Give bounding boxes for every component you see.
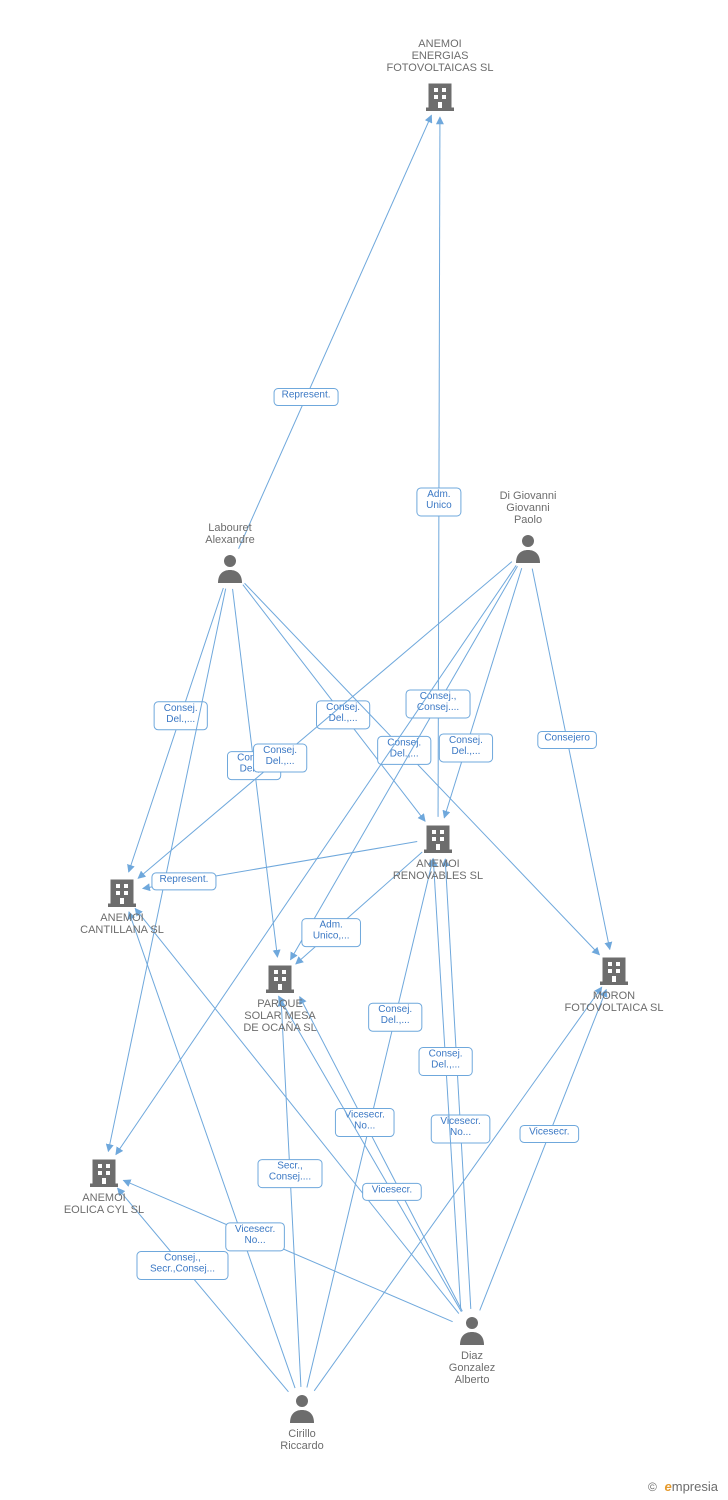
company-node: ANEMOIENERGIASFOTOVOLTAICAS SL	[387, 38, 494, 111]
person-node: CirilloRiccardo	[280, 1395, 323, 1452]
node-label: ANEMOI	[418, 38, 461, 50]
edge	[480, 990, 607, 1311]
network-graph: Represent.Adm.UnicoConsej.Del.,...Consej…	[0, 0, 728, 1500]
edge-label-text: No...	[245, 1235, 266, 1246]
node-label: EOLICA CYL SL	[64, 1204, 144, 1216]
edge-label-text: Secr.,Consej...	[150, 1264, 215, 1275]
person-icon	[290, 1395, 314, 1423]
node-label: MORON	[593, 990, 635, 1002]
edge-label-text: Consej....	[417, 702, 459, 713]
edge-label-text: Vicesecr.	[440, 1116, 480, 1127]
edge-label-text: Del.,...	[431, 1060, 460, 1071]
node-label: ENERGIAS	[412, 50, 469, 62]
edge-label-text: No...	[450, 1127, 471, 1138]
edge-label-text: Vicesecr.	[235, 1224, 275, 1235]
edge	[123, 1180, 452, 1321]
edge	[281, 999, 301, 1387]
edge	[433, 859, 460, 1309]
node-label: Alexandre	[205, 534, 255, 546]
edge-label-text: Vicesecr.	[529, 1126, 569, 1137]
edge-label-text: Unico	[426, 500, 452, 511]
company-node: MORONFOTOVOLTAICA SL	[564, 959, 663, 1014]
edge-label-text: Consej....	[269, 1172, 311, 1183]
edge-label-text: Unico,...	[313, 931, 350, 942]
edge-label-text: Consej.,	[420, 691, 457, 702]
node-label: CANTILLANA SL	[80, 924, 164, 936]
node-label: PARQUE	[257, 998, 303, 1010]
node-label: ANEMOI	[82, 1192, 125, 1204]
edges-layer: Represent.Adm.UnicoConsej.Del.,...Consej…	[108, 115, 609, 1392]
company-node: ANEMOIEOLICA CYL SL	[64, 1161, 144, 1216]
person-node: DiazGonzalezAlberto	[449, 1317, 495, 1386]
node-label: Paolo	[514, 514, 542, 526]
building-icon	[266, 967, 294, 993]
node-label: ANEMOI	[416, 858, 459, 870]
edge	[279, 996, 462, 1312]
node-label: Cirillo	[288, 1428, 316, 1440]
node-label: Di Giovanni	[500, 490, 557, 502]
brand-rest: mpresia	[672, 1479, 718, 1494]
company-node: PARQUESOLAR MESADE OCAÑA SL	[243, 967, 316, 1034]
edge-label-text: Del.,...	[451, 746, 480, 757]
edge-label-text: Del.,...	[329, 713, 358, 724]
edge-label-text: Consej.,	[164, 1253, 201, 1264]
edge-label-text: Vicesecr.	[345, 1110, 385, 1121]
edge-label-text: Del.,...	[266, 756, 295, 767]
edge-label-text: Adm.	[427, 489, 450, 500]
building-icon	[90, 1161, 118, 1187]
node-label: ANEMOI	[100, 912, 143, 924]
copyright-credit: © empresia	[648, 1479, 718, 1494]
edge-label-text: Del.,...	[390, 748, 419, 759]
node-label: FOTOVOLTAICA SL	[564, 1002, 663, 1014]
edge-label-text: Consej.	[326, 702, 360, 713]
edge-label-text: Consej.	[263, 745, 297, 756]
edge-label-text: Adm.	[320, 920, 343, 931]
edge-label-text: Consej.	[429, 1049, 463, 1060]
edge	[291, 566, 518, 959]
edge	[296, 852, 422, 964]
company-node: ANEMOIRENOVABLES SL	[393, 827, 483, 882]
edge-label-text: Secr.,	[277, 1161, 303, 1172]
node-label: Labouret	[208, 522, 251, 534]
node-label: DE OCAÑA SL	[243, 1021, 316, 1034]
edge-label-text: Del.,...	[381, 1015, 410, 1026]
node-label: FOTOVOLTAICAS SL	[387, 62, 494, 74]
building-icon	[108, 881, 136, 907]
node-label: RENOVABLES SL	[393, 870, 483, 882]
node-label: Giovanni	[506, 502, 549, 514]
person-icon	[460, 1317, 484, 1345]
person-node: Di GiovanniGiovanniPaolo	[500, 490, 557, 563]
edge	[445, 859, 471, 1309]
edge	[300, 997, 463, 1312]
edge-label-text: Consejero	[544, 732, 590, 743]
building-icon	[424, 827, 452, 853]
copyright-symbol: ©	[648, 1480, 657, 1494]
edge-label-text: Vicesecr.	[372, 1184, 412, 1195]
building-icon	[600, 959, 628, 985]
node-label: Alberto	[455, 1374, 490, 1386]
edge-label-text: Represent.	[159, 874, 208, 885]
edge-label-text: Consej.	[449, 735, 483, 746]
node-label: Riccardo	[280, 1440, 323, 1452]
node-label: SOLAR MESA	[244, 1010, 316, 1022]
edge-label-text: Consej.	[378, 1004, 412, 1015]
edge-label-text: Consej.	[164, 703, 198, 714]
person-icon	[218, 555, 242, 583]
person-icon	[516, 535, 540, 563]
company-node: ANEMOICANTILLANA SL	[80, 881, 164, 936]
edge	[239, 115, 432, 548]
node-label: Gonzalez	[449, 1362, 495, 1374]
edge	[118, 1188, 289, 1392]
edge	[108, 589, 225, 1152]
building-icon	[426, 85, 454, 111]
node-label: Diaz	[461, 1350, 483, 1362]
edge	[532, 569, 610, 950]
edge-label-text: Represent.	[282, 390, 331, 401]
brand-e: e	[665, 1479, 672, 1494]
person-node: LabouretAlexandre	[205, 522, 255, 583]
edge-label-text: No...	[354, 1121, 375, 1132]
edge-label-text: Del.,...	[166, 714, 195, 725]
